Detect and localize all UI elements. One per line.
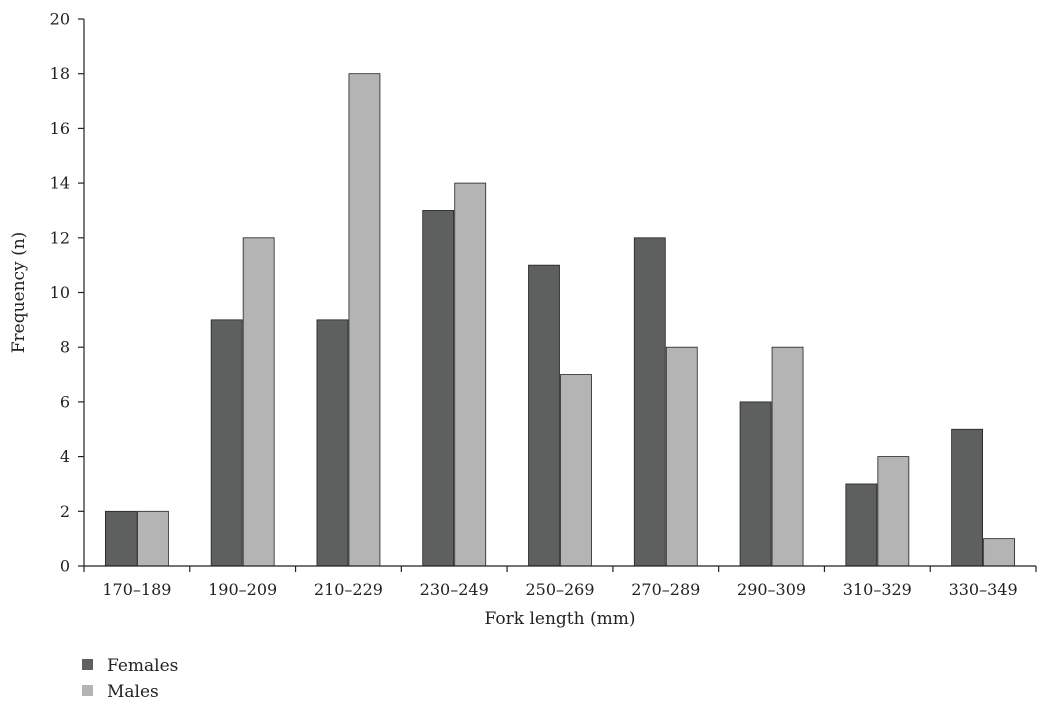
y-tick-label: 6 (60, 392, 70, 411)
bar-males-4 (560, 374, 592, 567)
legend-swatch-females (82, 659, 93, 670)
y-tick-label: 16 (50, 119, 70, 138)
bar-females-5 (633, 237, 666, 567)
y-tick-label: 8 (60, 338, 70, 357)
bar-males-6 (771, 346, 804, 567)
bar-females-0 (104, 510, 137, 567)
y-tick-label: 0 (60, 557, 70, 576)
y-tick-label: 10 (50, 283, 70, 302)
legend: Females Males (82, 656, 178, 702)
y-tick-label: 12 (50, 228, 70, 247)
bar-females-3 (422, 210, 455, 567)
bar-females-2 (316, 319, 349, 567)
x-tick-label: 270–289 (631, 580, 700, 599)
x-tick-label: 210–229 (314, 580, 383, 599)
legend-swatch-males (82, 685, 93, 696)
bar-females-4 (528, 264, 560, 567)
y-tick-label: 18 (50, 64, 70, 83)
bar-females-6 (739, 401, 772, 567)
x-tick-label: 190–209 (208, 580, 277, 599)
bar-males-0 (136, 510, 169, 567)
bar-males-3 (454, 182, 487, 567)
y-axis-ticks: 0 2 4 6 8 10 12 14 16 18 20 (50, 10, 84, 576)
x-tick-label: 230–249 (420, 580, 489, 599)
bar-males-2 (348, 73, 381, 567)
bar-females-7 (845, 483, 878, 567)
x-tick-label: 170–189 (102, 580, 171, 599)
y-tick-label: 14 (50, 174, 70, 193)
bars (104, 73, 1016, 567)
x-axis-ticks: 170–189 190–209 210–229 230–249 250–269 270–2… (83, 566, 1037, 599)
legend-label-females: Females (107, 656, 178, 676)
bar-males-5 (665, 346, 698, 567)
x-tick-label: 290–309 (737, 580, 806, 599)
bar-males-1 (242, 237, 275, 567)
legend-label-males: Males (107, 682, 159, 702)
y-tick-label: 20 (50, 10, 70, 29)
bar-males-8 (983, 538, 1016, 567)
x-tick-label: 250–269 (525, 580, 594, 599)
y-tick-label: 4 (60, 447, 70, 466)
bar-females-8 (951, 428, 984, 567)
bar-females-1 (210, 319, 243, 567)
y-axis-title: Frequency (n) (9, 232, 29, 354)
x-tick-label: 330–349 (949, 580, 1018, 599)
y-tick-label: 2 (60, 502, 70, 521)
x-axis-title: Fork length (mm) (485, 609, 636, 629)
bar-males-7 (877, 456, 910, 567)
x-tick-label: 310–329 (843, 580, 912, 599)
